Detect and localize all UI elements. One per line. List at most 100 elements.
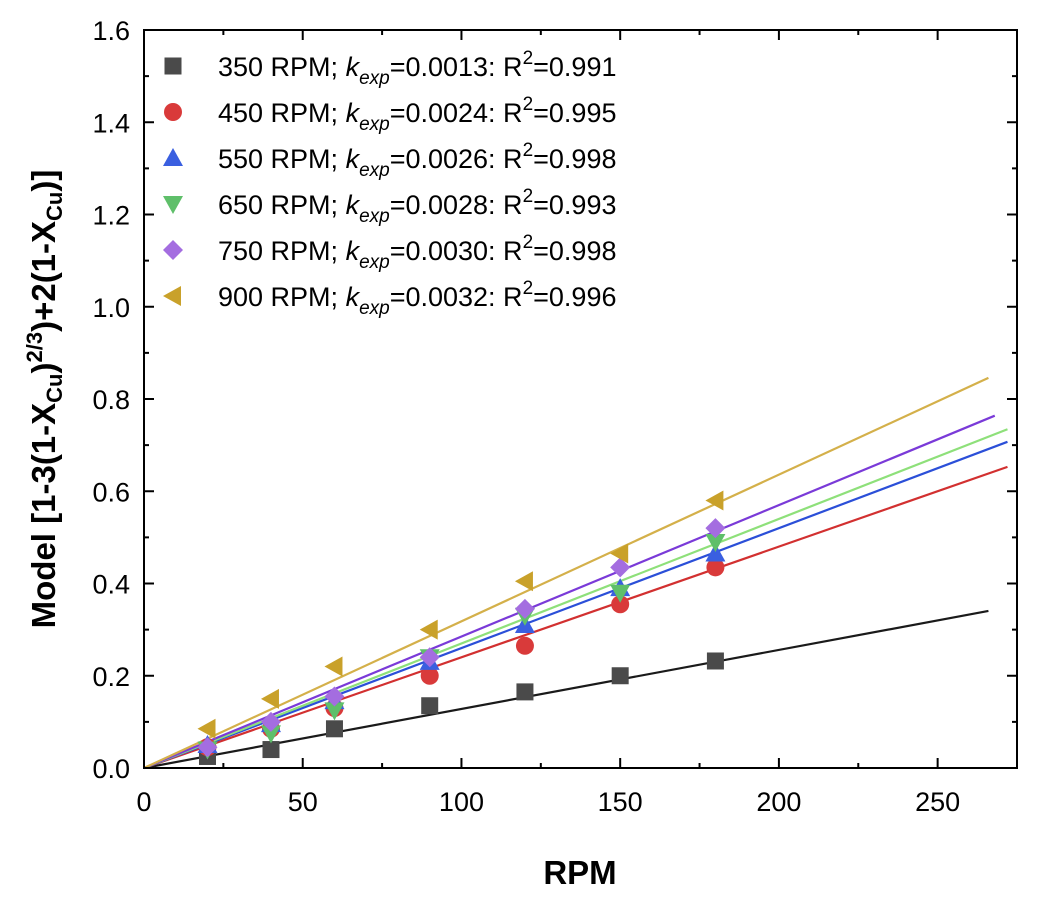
y-axis-title: Model [1-3(1-XCu)2/3)+2(1-XCu)]: [22, 170, 67, 629]
y-axis-title-part: ): [25, 363, 62, 374]
legend-label-part: =0.993: [533, 190, 616, 220]
data-point-series-6: [705, 490, 724, 511]
y-tick-label: 1.6: [92, 16, 130, 46]
legend-label-part: =0.998: [533, 144, 616, 174]
legend-label-part: k: [346, 98, 361, 128]
data-point-series-4: [610, 584, 631, 603]
fit-line-series-4: [143, 428, 1008, 770]
data-point-series-2: [611, 595, 630, 614]
y-axis-title-sup: 2/3: [22, 332, 47, 363]
y-tick-label: 1.0: [92, 293, 130, 323]
legend-label-1: 350 RPM; kexp=0.0013: R2=0.991: [218, 48, 616, 89]
legend-label-part: =0.995: [533, 98, 616, 128]
data-point-series-3: [705, 543, 726, 562]
x-tick-label: 250: [915, 787, 960, 817]
data-point-series-4: [705, 533, 726, 552]
fit-line-series-1: [143, 609, 989, 770]
data-point-series-2: [515, 636, 534, 655]
legend-label-6: 900 RPM; kexp=0.0032: R2=0.996: [218, 278, 616, 319]
x-tick-label: 100: [439, 787, 484, 817]
x-tick-label: 0: [136, 787, 151, 817]
y-tick-label: 0.6: [92, 477, 130, 507]
y-tick-label: 0.8: [92, 385, 130, 415]
legend-label-part: exp: [359, 298, 390, 319]
legend-label-part: 900 RPM;: [218, 282, 346, 312]
data-point-series-1: [262, 741, 280, 759]
legend-marker-2: [164, 103, 182, 121]
legend-label-part: =0.0013: R: [390, 52, 523, 82]
data-point-series-1: [516, 683, 534, 701]
data-point-series-5: [705, 518, 726, 539]
data-point-series-2: [420, 666, 439, 685]
data-point-series-4: [324, 702, 345, 721]
fit-lines: [143, 376, 1008, 770]
legend-label-part: exp: [359, 114, 390, 135]
legend-label-part: k: [346, 52, 361, 82]
legend-label-part: 350 RPM;: [218, 52, 346, 82]
tick-labels: 0 50 100 150 200 250 0.0 0.2 0.4 0.6 0.8 1.0 1.2 1.4 1…: [92, 16, 960, 817]
x-tick-label: 150: [598, 787, 643, 817]
legend-label-part: =0.0024: R: [390, 98, 523, 128]
axis-ticks: [143, 29, 1017, 769]
x-axis-title: RPM: [543, 854, 616, 891]
data-point-series-6: [514, 571, 533, 592]
y-axis-title-part: Model [1-3(1-X: [25, 403, 62, 629]
legend-label-part: 550 RPM;: [218, 144, 346, 174]
legend-label-2: 450 RPM; kexp=0.0024: R2=0.995: [218, 94, 616, 135]
legend-label-part: exp: [359, 252, 390, 273]
legend-label-part: =0.0032: R: [390, 282, 523, 312]
data-point-series-5: [419, 647, 440, 668]
data-point-series-6: [324, 656, 343, 677]
y-tick-label: 1.4: [92, 108, 130, 138]
legend-marker-6: [163, 286, 181, 306]
fit-line-series-3: [143, 440, 1008, 770]
legend-label-part: 2: [523, 48, 534, 69]
data-point-series-5: [610, 557, 631, 578]
legend-label-part: k: [346, 190, 361, 220]
legend-label-4: 650 RPM; kexp=0.0028: R2=0.993: [218, 186, 616, 227]
data-point-series-1: [706, 652, 724, 670]
y-tick-label: 1.2: [92, 201, 130, 231]
data-point-series-5: [514, 598, 535, 619]
x-tick-label: 200: [756, 787, 801, 817]
legend-label-part: exp: [359, 206, 390, 227]
legend-label-part: =0.996: [533, 282, 616, 312]
legend-label-part: 2: [523, 94, 534, 115]
plot-frame: [143, 29, 1018, 769]
data-point-series-6: [197, 718, 216, 739]
data-point-series-5: [260, 711, 281, 732]
data-point-series-1: [421, 697, 439, 715]
legend-marker-5: [163, 240, 183, 260]
data-point-series-1: [611, 667, 629, 685]
legend-label-part: 650 RPM;: [218, 190, 346, 220]
data-point-series-5: [197, 737, 218, 758]
legend-label-5: 750 RPM; kexp=0.0030: R2=0.998: [218, 232, 616, 273]
legend-label-part: =0.0026: R: [390, 144, 523, 174]
data-point-series-6: [419, 619, 438, 640]
data-point-series-6: [260, 688, 279, 709]
y-axis-title-sub: Cu: [42, 192, 67, 221]
fit-line-series-5: [143, 414, 996, 770]
legend-label-part: k: [346, 282, 361, 312]
data-point-series-5: [324, 686, 345, 707]
legend-label-part: =0.991: [533, 52, 616, 82]
data-points: [197, 490, 726, 765]
y-tick-label: 0.0: [92, 754, 130, 784]
legend-label-part: k: [346, 144, 361, 174]
legend-label-part: exp: [359, 160, 390, 181]
y-tick-label: 0.2: [92, 662, 130, 692]
data-point-series-2: [706, 558, 725, 577]
legend-label-part: 2: [523, 140, 534, 161]
x-tick-label: 50: [288, 787, 318, 817]
data-point-series-6: [610, 543, 629, 564]
y-tick-label: 0.4: [92, 570, 130, 600]
legend-label-part: 450 RPM;: [218, 98, 346, 128]
legend-label-part: 750 RPM;: [218, 236, 346, 266]
data-point-series-1: [325, 720, 343, 738]
legend-label-part: exp: [359, 68, 390, 89]
y-axis-title-part: )+2(1-X: [25, 221, 62, 332]
legend-label-part: 2: [523, 278, 534, 299]
legend-label-3: 550 RPM; kexp=0.0026: R2=0.998: [218, 140, 616, 181]
y-axis-title-part: )]: [25, 170, 62, 192]
